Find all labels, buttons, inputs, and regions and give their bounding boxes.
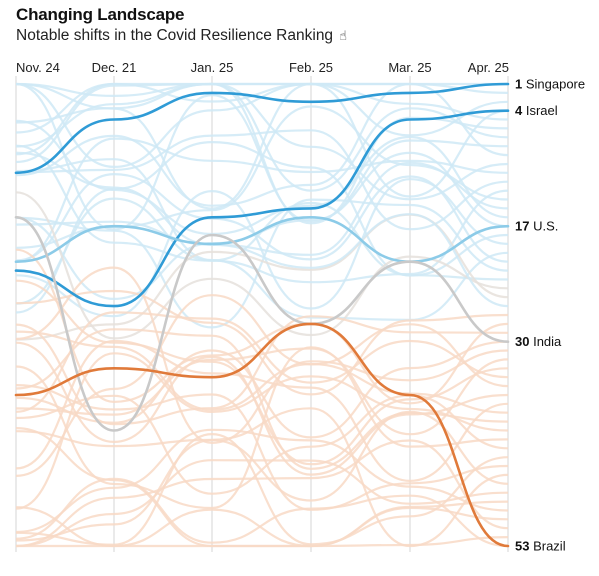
background-line: [15, 410, 509, 542]
chart-subtitle: Notable shifts in the Covid Resilience R…: [16, 27, 347, 45]
right-rank-labels: 1 Singapore 4 Israel 17 U.S. 30 India 53 Bra…: [515, 77, 585, 554]
chart-title: Changing Landscape: [16, 5, 185, 24]
subtitle-text: Notable shifts in the Covid Resilience R…: [16, 27, 334, 44]
background-line: [15, 432, 509, 546]
background-line: [15, 129, 509, 231]
x-tick-label: Mar. 25: [388, 60, 431, 75]
x-tick-label: Nov. 24: [16, 60, 60, 75]
background-line: [15, 294, 509, 477]
background-line: [15, 197, 509, 305]
background-line: [15, 82, 509, 201]
series-line-brazil[interactable]: [14, 322, 510, 548]
background-line: [15, 119, 509, 236]
background-line: [15, 213, 509, 308]
background-line: [15, 347, 509, 436]
background-line: [15, 328, 509, 470]
background-country-lines: [15, 82, 509, 548]
background-line: [15, 439, 509, 548]
background-line: [15, 266, 509, 445]
background-line: [15, 311, 509, 413]
rank-label-israel: 4 Israel: [515, 103, 558, 118]
x-axis-tick-labels: Nov. 24 Dec. 21 Jan. 25 Feb. 25 Mar. 25 Apr. …: [16, 60, 509, 75]
highlighted-country-lines: [14, 82, 510, 548]
background-line: [15, 82, 509, 137]
background-line: [15, 151, 509, 256]
series-line-singapore[interactable]: [14, 82, 510, 175]
background-line: [15, 198, 509, 329]
background-line: [15, 506, 509, 548]
rank-label-us: 17 U.S.: [515, 219, 558, 234]
background-line: [15, 82, 509, 210]
background-line: [15, 289, 509, 396]
background-line: [15, 105, 509, 249]
tap-hand-icon[interactable]: ☝: [339, 28, 347, 43]
background-line: [15, 137, 509, 263]
background-line: [15, 178, 509, 318]
x-tick-label: Feb. 25: [289, 60, 333, 75]
series-line-us[interactable]: [14, 215, 510, 264]
x-tick-label: Apr. 25: [468, 60, 509, 75]
background-line: [15, 459, 509, 548]
background-line: [15, 341, 509, 476]
background-line: [15, 394, 509, 495]
x-tick-label: Jan. 25: [191, 60, 234, 75]
background-line: [15, 428, 509, 534]
background-line: [15, 330, 509, 414]
rank-label-singapore: 1 Singapore: [515, 77, 585, 92]
background-line: [15, 151, 509, 301]
series-line-india[interactable]: [14, 216, 510, 432]
rank-label-brazil: 53 Brazil: [515, 539, 566, 554]
background-line: [15, 407, 509, 548]
background-line: [15, 339, 509, 483]
background-line: [15, 191, 509, 340]
rank-label-india: 30 India: [515, 334, 562, 349]
background-line: [15, 82, 509, 207]
series-line-israel[interactable]: [14, 109, 510, 308]
background-line: [15, 82, 509, 192]
x-tick-label: Dec. 21: [92, 60, 137, 75]
background-line: [15, 248, 509, 405]
background-line: [15, 158, 509, 322]
background-line: [15, 172, 509, 263]
background-line: [15, 384, 509, 511]
background-line: [15, 82, 509, 231]
background-line: [15, 477, 509, 548]
